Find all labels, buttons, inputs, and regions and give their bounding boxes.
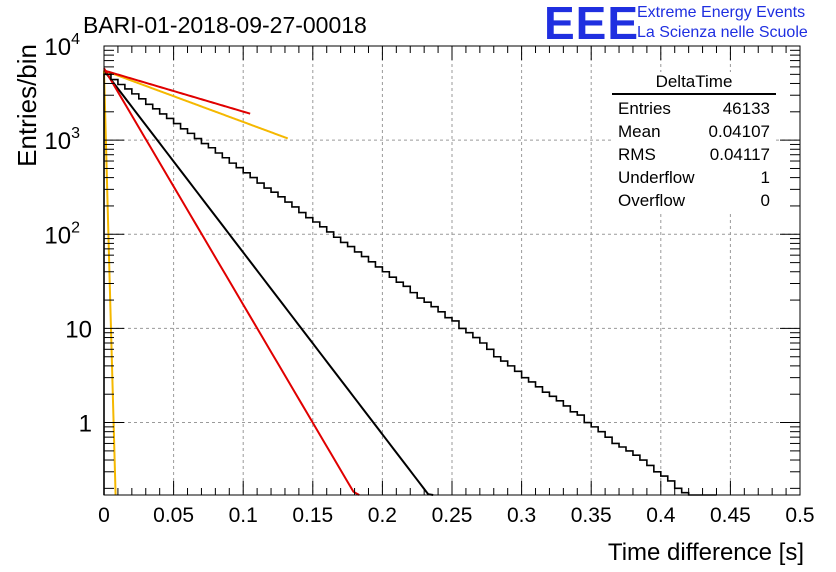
x-tick-label: 0.15	[292, 504, 333, 527]
stats-box: DeltaTime Entries 46133 Mean 0.04107 RMS…	[612, 72, 776, 212]
fit-curve-3	[103, 69, 251, 115]
stats-value: 46133	[722, 99, 770, 118]
histogram	[103, 73, 717, 496]
eee-logo-line1: Extreme Energy Events	[637, 4, 806, 21]
fit-curve-1	[103, 69, 289, 140]
x-tick-label: 0.25	[432, 504, 473, 527]
y-tick-labels: 1 10 102 103 104	[44, 31, 92, 438]
stats-label: Mean	[618, 122, 661, 141]
x-tick-label: 0.45	[710, 504, 751, 527]
stats-value: 0.04107	[708, 122, 770, 141]
stats-row: Overflow 0	[612, 189, 776, 212]
stats-label: Entries	[618, 99, 671, 118]
y-tick-label: 104	[44, 31, 80, 61]
stats-row: Entries 46133	[612, 97, 776, 120]
x-tick-label: 0.5	[785, 504, 814, 527]
y-tick-exponent: 4	[71, 31, 80, 48]
stats-row: Underflow 1	[612, 166, 776, 189]
x-axis-title: Time difference [s]	[608, 539, 804, 566]
stats-value: 0	[760, 191, 770, 210]
histogram-outline	[103, 73, 717, 496]
x-tick-label: 0.4	[646, 504, 676, 527]
stats-label: Underflow	[618, 168, 695, 187]
grid-lines	[104, 46, 800, 495]
x-tick-labels: 0 0.05 0.1 0.15 0.2 0.25 0.3 0.35 0.4 0.45 0.5	[98, 504, 814, 527]
fit-curve-0	[103, 69, 434, 496]
x-tick-label: 0.05	[153, 504, 194, 527]
x-tick-label: 0.1	[229, 504, 258, 527]
fit-curve-4	[103, 67, 360, 496]
eee-logo-mark: EEE	[544, 0, 640, 49]
stats-label: Overflow	[618, 191, 686, 210]
fit-curves	[103, 67, 434, 496]
x-tick-label: 0	[98, 504, 110, 527]
stats-title: DeltaTime	[612, 72, 776, 95]
x-tick-label: 0.2	[368, 504, 397, 527]
y-axis-title: Entries/bin	[12, 44, 42, 167]
axis-ticks	[103, 45, 801, 495]
chart-title: BARI-01-2018-09-27-00018	[83, 12, 367, 38]
stats-value: 0.04117	[709, 145, 770, 164]
y-tick-label: 10	[65, 316, 92, 343]
x-tick-label: 0.35	[571, 504, 612, 527]
y-tick-label: 103	[44, 125, 80, 155]
y-tick-exponent: 2	[71, 219, 80, 236]
stats-row: RMS 0.04117	[612, 143, 776, 166]
stats-row: Mean 0.04107	[612, 120, 776, 143]
fit-curve-2	[103, 70, 117, 496]
y-tick-exponent: 3	[71, 125, 80, 142]
x-tick-label: 0.3	[507, 504, 536, 527]
eee-logo-line2: La Scienza nelle Scuole	[637, 24, 808, 41]
y-tick-label: 102	[44, 219, 80, 249]
stats-label: RMS	[618, 145, 656, 164]
y-tick-label: 1	[79, 411, 92, 438]
stats-value: 1	[760, 168, 770, 187]
